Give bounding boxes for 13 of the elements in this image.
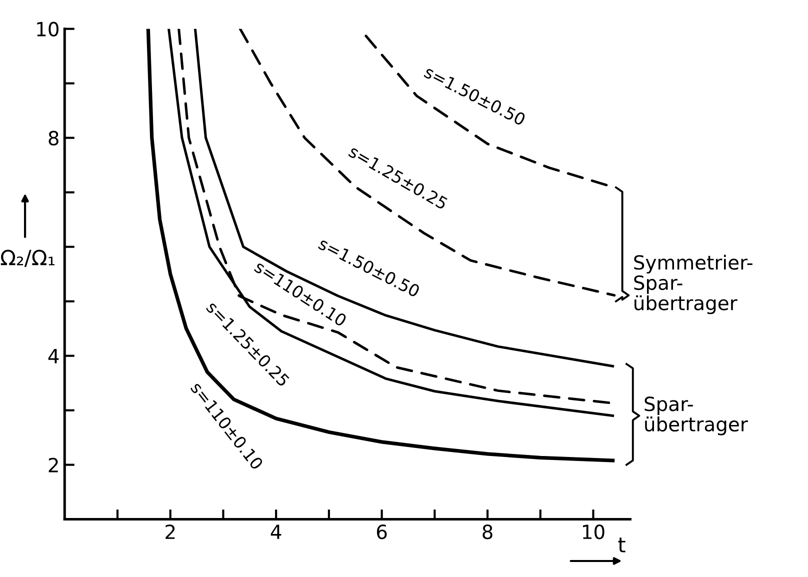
annotation: Symmetrier- Spar- übertrager bbox=[634, 254, 752, 314]
y-tick-label: 8 bbox=[48, 130, 58, 146]
x-tick-label: 8 bbox=[482, 524, 492, 540]
x-axis-title: t bbox=[618, 538, 626, 552]
x-tick-label: 2 bbox=[166, 524, 175, 539]
y-tick-label: 4 bbox=[48, 349, 59, 364]
x-tick-label: 6 bbox=[376, 524, 387, 540]
y-axis-title: Ω₂/Ω₁ bbox=[0, 250, 55, 268]
x-tick-label: 4 bbox=[270, 524, 282, 539]
y-tick-label: 2 bbox=[48, 458, 58, 472]
annotation: Spar- übertrager bbox=[644, 396, 748, 436]
x-tick-label: 10 bbox=[583, 524, 604, 540]
y-tick-label: 10 bbox=[37, 22, 58, 37]
